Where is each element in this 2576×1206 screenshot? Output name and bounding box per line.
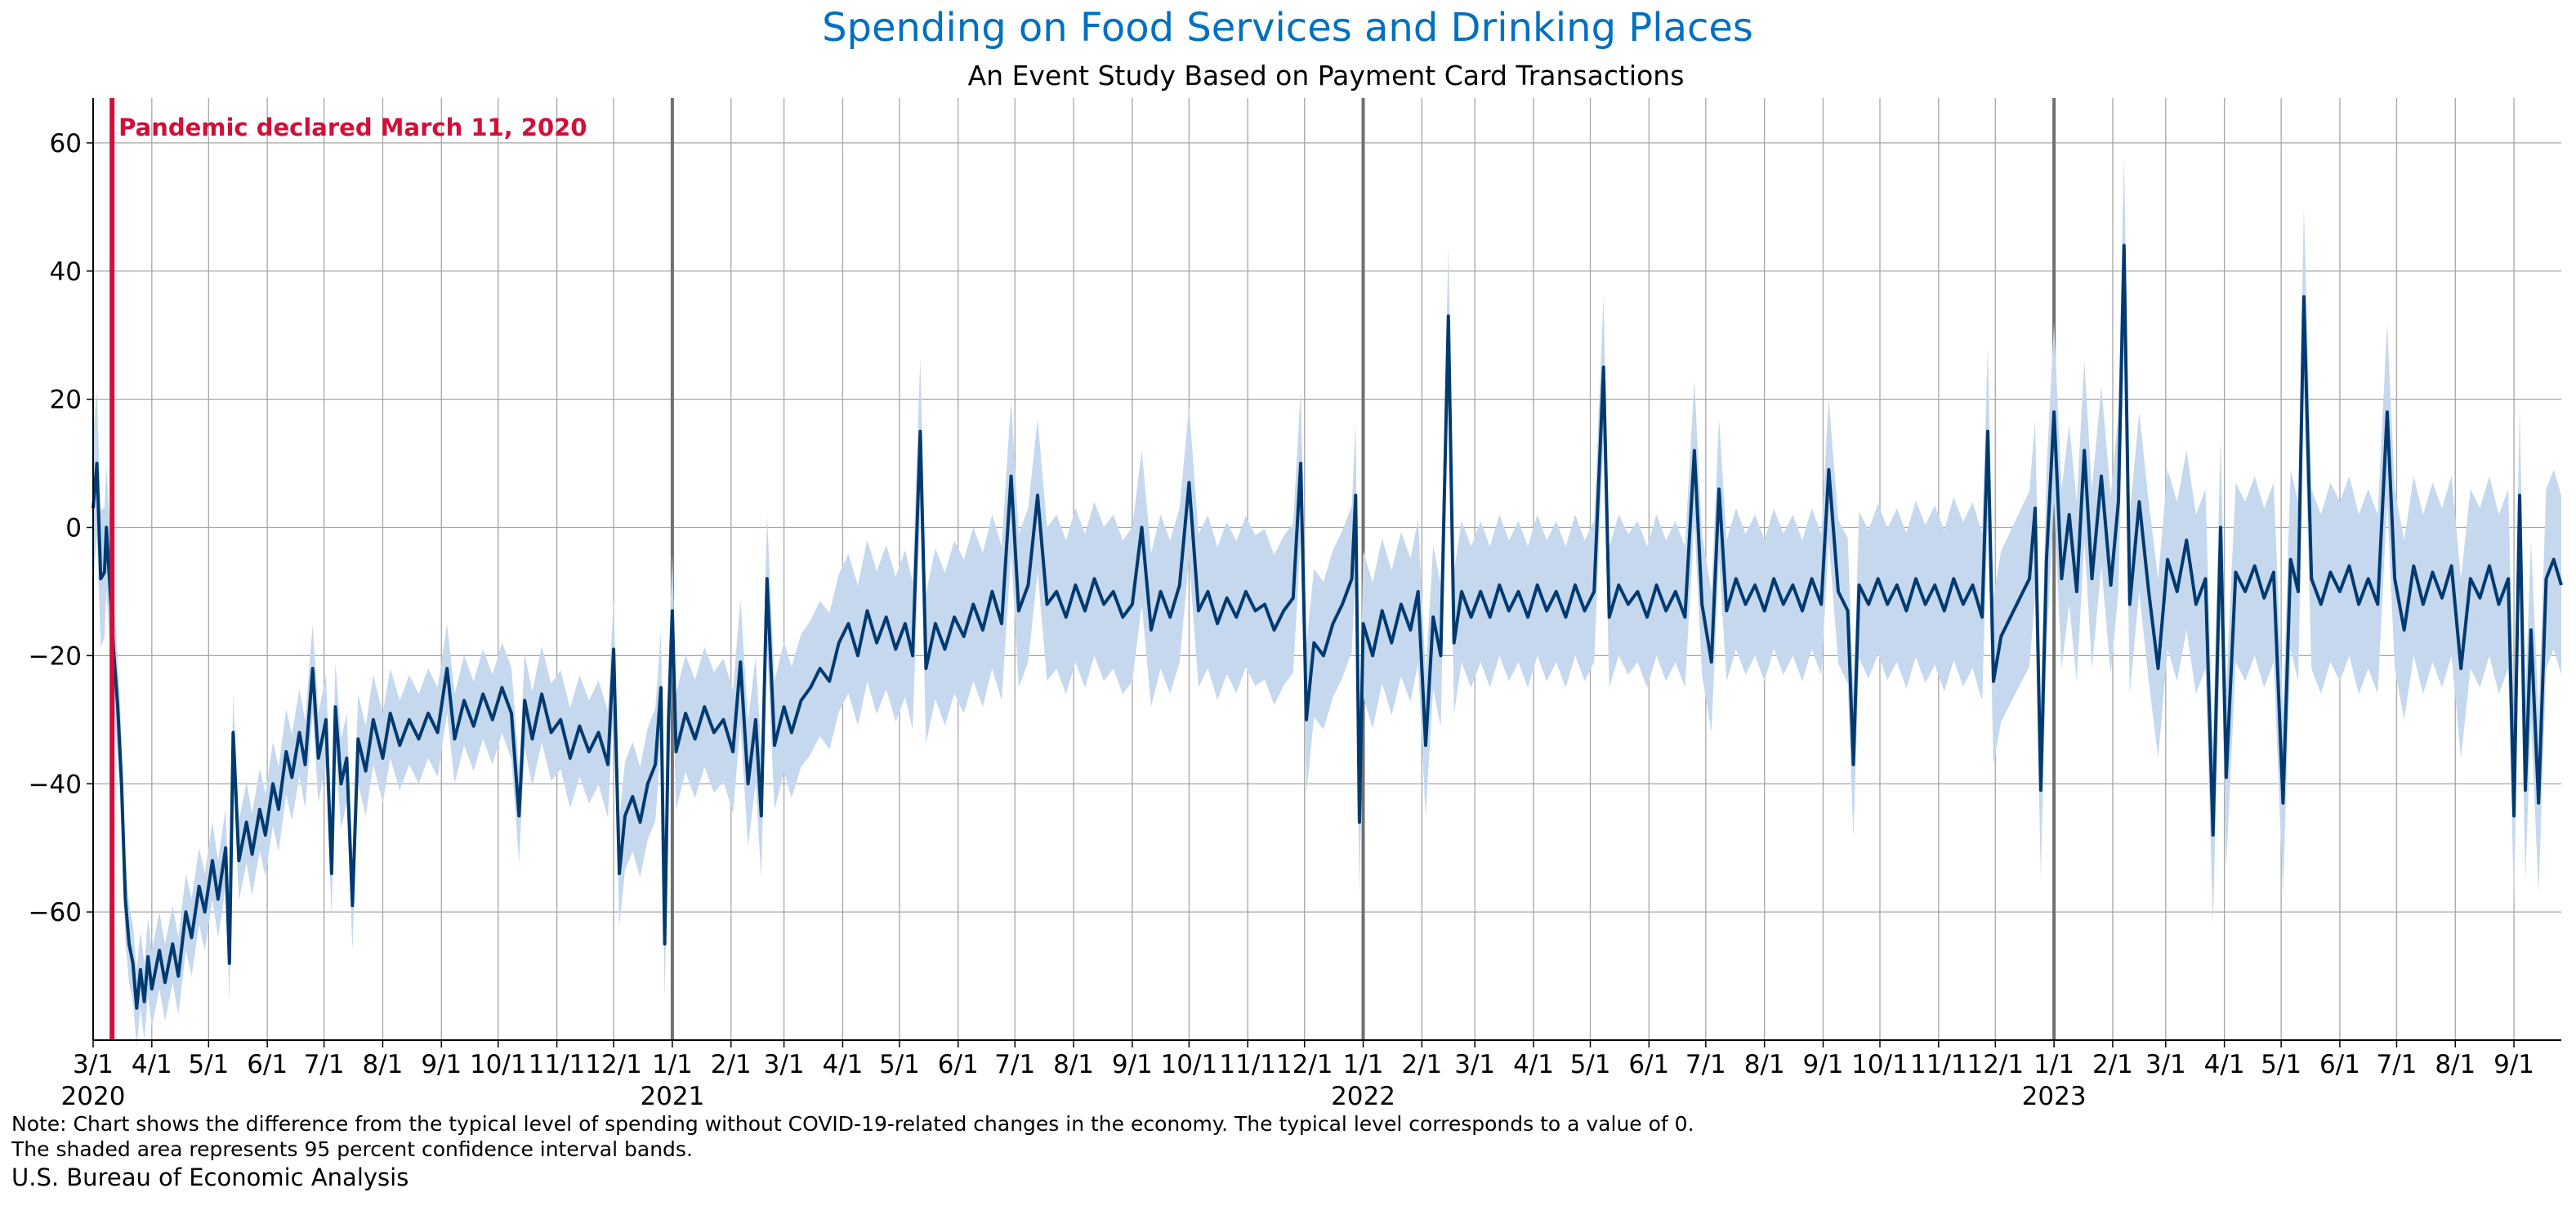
chart-subtitle: An Event Study Based on Payment Card Tra… xyxy=(968,60,1685,92)
confidence-band-layer xyxy=(93,155,2561,1047)
x-tick-label: 5/1 xyxy=(2261,1050,2301,1079)
x-tick-label: 10/1 xyxy=(1161,1050,1218,1079)
confidence-band xyxy=(93,155,2561,1047)
annotation-layer: Pandemic declared March 11, 2020 xyxy=(109,98,587,1040)
y-tick-label: 40 xyxy=(50,257,82,287)
y-tick-label: −60 xyxy=(29,898,82,927)
x-tick-label: 4/1 xyxy=(1513,1050,1554,1079)
x-tick-label: 10/1 xyxy=(470,1050,527,1079)
x-tick-label: 4/1 xyxy=(822,1050,863,1079)
x-tick-label: 12/1 xyxy=(585,1050,642,1079)
x-tick-label: 9/1 xyxy=(2493,1050,2534,1079)
x-tick-label: 5/1 xyxy=(1570,1050,1611,1079)
x-tick-label: 3/1 xyxy=(1454,1050,1495,1079)
x-tick-label: 2/1 xyxy=(2092,1050,2133,1079)
chart-title: Spending on Food Services and Drinking P… xyxy=(822,5,1753,51)
x-tick-label: 6/1 xyxy=(247,1050,288,1079)
spending-line-layer xyxy=(92,243,2563,1010)
y-tick-label: −40 xyxy=(29,770,82,799)
x-tick-label: 8/1 xyxy=(2435,1050,2476,1079)
x-tick-label: 8/1 xyxy=(1744,1050,1785,1079)
x-tick-label: 9/1 xyxy=(1803,1050,1844,1079)
x-tick-label: 8/1 xyxy=(1053,1050,1094,1079)
x-tick-label: 8/1 xyxy=(363,1050,404,1079)
x-tick-label: 1/1 xyxy=(1343,1050,1384,1079)
note-text: Note: Chart shows the difference from th… xyxy=(11,1111,1694,1162)
x-tick-label: 12/1 xyxy=(1276,1050,1333,1079)
x-tick-label: 6/1 xyxy=(1628,1050,1669,1079)
x-tick-label: 5/1 xyxy=(879,1050,920,1079)
x-tick-label: 12/1 xyxy=(1967,1050,2024,1079)
x-tick-label: 3/1 xyxy=(764,1050,805,1079)
x-tick-label: 3/1 xyxy=(73,1050,114,1079)
x-tick-label: 9/1 xyxy=(1112,1050,1153,1079)
x-tick-label: 4/1 xyxy=(132,1050,172,1079)
x-tick-label: 6/1 xyxy=(938,1050,979,1079)
x-tick-label: 1/1 xyxy=(2034,1050,2074,1079)
x-tick-label: 7/1 xyxy=(994,1050,1035,1079)
y-tick-label: 20 xyxy=(50,386,82,415)
pandemic-annotation-label: Pandemic declared March 11, 2020 xyxy=(118,114,587,141)
note-line-1: Note: Chart shows the difference from th… xyxy=(11,1112,1694,1136)
x-tick-label: 7/1 xyxy=(1685,1050,1726,1079)
source-label: U.S. Bureau of Economic Analysis xyxy=(11,1164,409,1191)
y-tick-label: −20 xyxy=(29,641,82,671)
x-tick-label: 11/1 xyxy=(529,1050,586,1079)
x-year-label: 2021 xyxy=(640,1082,704,1111)
x-tick-label: 1/1 xyxy=(652,1050,693,1079)
x-tick-label: 2/1 xyxy=(1401,1050,1442,1079)
spending-line xyxy=(92,243,2563,1010)
x-tick-label: 11/1 xyxy=(1910,1050,1967,1079)
note-line-2: The shaded area represents 95 percent co… xyxy=(11,1137,693,1161)
y-tick-label: 0 xyxy=(65,514,82,543)
x-tick-label: 4/1 xyxy=(2204,1050,2245,1079)
x-tick-label: 6/1 xyxy=(2319,1050,2360,1079)
x-tick-label: 9/1 xyxy=(421,1050,462,1079)
x-tick-label: 7/1 xyxy=(2377,1050,2418,1079)
x-tick-label: 10/1 xyxy=(1851,1050,1909,1079)
x-tick-label: 5/1 xyxy=(188,1050,229,1079)
x-year-label: 2023 xyxy=(2022,1082,2087,1111)
x-tick-label: 11/1 xyxy=(1219,1050,1276,1079)
x-year-label: 2020 xyxy=(61,1082,126,1111)
x-year-label: 2022 xyxy=(1331,1082,1395,1111)
x-tick-label: 2/1 xyxy=(711,1050,752,1079)
y-tick-label: 60 xyxy=(50,129,82,159)
x-tick-label: 7/1 xyxy=(304,1050,345,1079)
x-tick-label: 3/1 xyxy=(2145,1050,2186,1079)
